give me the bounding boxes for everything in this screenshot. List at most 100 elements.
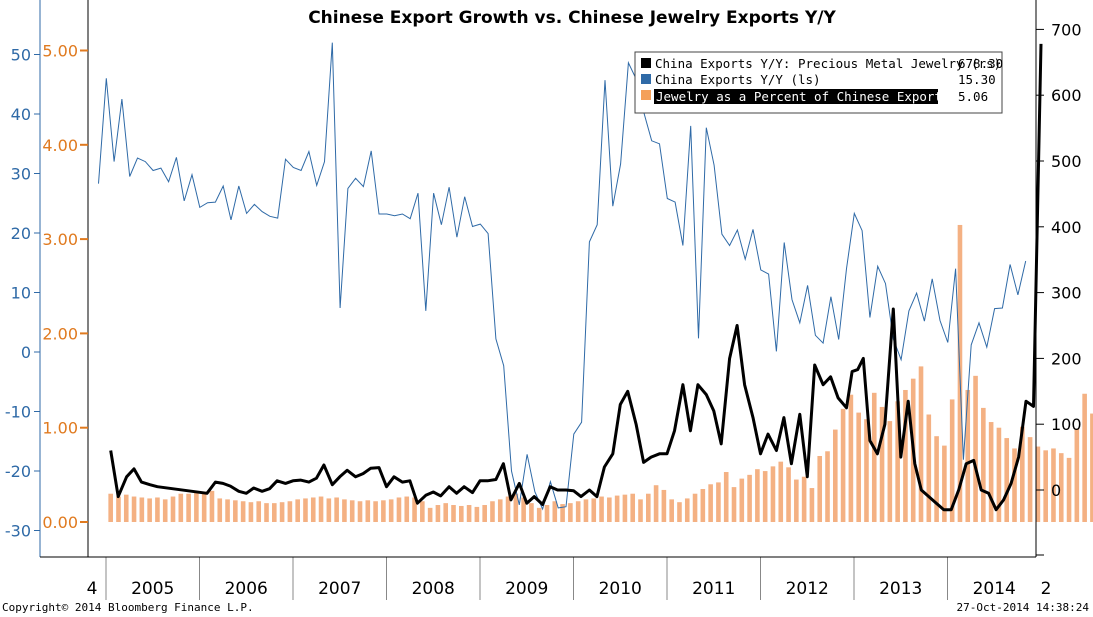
jewelry-percent-bar xyxy=(1058,453,1064,522)
jewelry-percent-bar xyxy=(108,493,113,522)
jewelry-percent-bar xyxy=(1019,426,1025,522)
right-axis-label: 100 xyxy=(1051,415,1082,434)
jewelry-percent-bar xyxy=(357,501,363,522)
jewelry-percent-bar xyxy=(794,479,799,522)
jewelry-percent-bar xyxy=(435,505,441,522)
jewelry-percent-bar xyxy=(871,392,877,522)
blue-axis-label: 40 xyxy=(11,105,31,124)
orange-axis-label: 0.00 xyxy=(42,513,78,532)
jewelry-percent-bar xyxy=(201,491,207,522)
legend-swatch-percent xyxy=(641,90,651,100)
jewelry-percent-bar xyxy=(381,500,386,522)
legend-highlight xyxy=(654,89,938,104)
jewelry-percent-bar xyxy=(965,389,971,522)
exports-yoy-line xyxy=(98,42,1027,511)
plot-frame xyxy=(39,0,1037,558)
legend-value-jewelry-growth: 678.30 xyxy=(958,56,1003,71)
jewelry-percent-bar xyxy=(786,467,791,522)
jewelry-percent-bar xyxy=(708,484,713,522)
jewelry-percent-bar xyxy=(731,487,737,522)
left-orange-axis: 5.00 4.00 3.00 2.00 1.00 0.00 xyxy=(42,42,88,532)
jewelry-percent-bar xyxy=(287,501,293,522)
blue-axis-label: -30 xyxy=(5,522,31,541)
jewelry-percent-bar xyxy=(1004,438,1010,522)
jewelry-percent-bar xyxy=(809,488,815,522)
jewelry-percent-bar xyxy=(895,401,900,522)
jewelry-percent-bar xyxy=(295,499,300,522)
jewelry-percent-bar xyxy=(1066,457,1072,522)
jewelry-percent-bar xyxy=(451,505,456,522)
jewelry-percent-bar xyxy=(396,497,402,522)
jewelry-percent-bar xyxy=(879,406,885,522)
jewelry-percent-bar xyxy=(630,493,636,522)
jewelry-percent-bar xyxy=(1035,446,1041,522)
jewelry-percent-bar xyxy=(887,421,893,522)
x-axis-label: 2014 xyxy=(973,579,1016,599)
x-axis-label: 2013 xyxy=(879,579,922,599)
jewelry-percent-bar xyxy=(903,389,908,522)
jewelry-percent-bar xyxy=(575,501,581,522)
jewelry-percent-bar xyxy=(225,499,230,522)
jewelry-percent-bar xyxy=(560,504,565,522)
jewelry-percent-bar xyxy=(739,478,745,522)
jewelry-percent-bar xyxy=(599,496,604,522)
jewelry-percent-bar xyxy=(1074,428,1080,522)
jewelry-percent-bar xyxy=(1012,448,1017,522)
jewelry-percent-bar xyxy=(544,505,550,522)
blue-axis-label: 30 xyxy=(11,165,31,184)
timestamp-text: 27-Oct-2014 14:38:24 xyxy=(956,601,1089,614)
jewelry-percent-bar xyxy=(840,408,846,522)
jewelry-exports-yoy-line xyxy=(109,43,1043,512)
jewelry-percent-bar xyxy=(973,375,978,522)
jewelry-percent-bar xyxy=(716,482,721,522)
jewelry-percent-bar xyxy=(248,502,254,522)
jewelry-percent-bar xyxy=(1043,450,1048,522)
jewelry-percent-bar xyxy=(607,497,612,522)
x-axis-label: 2 xyxy=(1041,579,1052,599)
x-axis-label: 2007 xyxy=(318,579,361,599)
jewelry-percent-bar xyxy=(988,422,994,522)
jewelry-percent-bar xyxy=(388,499,394,522)
jewelry-percent-bar xyxy=(583,499,589,522)
jewelry-percent-bar xyxy=(661,489,667,522)
right-axis-label: 200 xyxy=(1051,349,1082,368)
right-axis-label: 600 xyxy=(1051,86,1082,105)
jewelry-percent-bar xyxy=(614,495,620,522)
jewelry-percent-bar xyxy=(918,366,924,522)
jewelry-percent-bar xyxy=(692,493,698,522)
jewelry-percent-bar xyxy=(466,505,472,522)
legend: China Exports Y/Y: Precious Metal Jewelr… xyxy=(634,51,1003,114)
jewelry-percent-bar xyxy=(949,399,955,522)
legend-label-jewelry-growth: China Exports Y/Y: Precious Metal Jewelr… xyxy=(655,56,1001,71)
jewelry-percent-bar xyxy=(770,466,776,522)
jewelry-percent-bar xyxy=(653,485,659,522)
jewelry-percent-bar xyxy=(521,497,526,522)
jewelry-percent-bar xyxy=(349,500,355,522)
jewelry-percent-bar xyxy=(513,493,519,522)
line-series xyxy=(98,42,1043,512)
jewelry-percent-bar xyxy=(778,461,784,522)
legend-swatch-exports xyxy=(641,74,651,84)
orange-axis-label: 3.00 xyxy=(42,230,78,249)
grid-lines xyxy=(105,557,948,600)
jewelry-percent-bar xyxy=(638,499,643,522)
jewelry-percent-bar xyxy=(131,496,137,522)
x-axis-label: 4 xyxy=(87,579,98,599)
jewelry-percent-bar xyxy=(591,498,597,522)
jewelry-percent-bar xyxy=(762,471,768,522)
jewelry-percent-bar xyxy=(669,499,674,522)
left-blue-axis: 50 40 30 20 10 0 -10 -20 -30 xyxy=(5,46,40,541)
blue-axis-label: 0 xyxy=(21,343,31,362)
jewelry-percent-bar xyxy=(942,445,947,522)
jewelry-percent-bar xyxy=(420,501,425,522)
x-axis-label: 2006 xyxy=(225,579,268,599)
orange-axis-label: 1.00 xyxy=(42,419,78,438)
x-axis-label: 2011 xyxy=(692,579,735,599)
jewelry-percent-bar xyxy=(186,493,191,522)
jewelry-percent-bar xyxy=(427,507,433,522)
jewelry-percent-bar xyxy=(568,503,573,522)
jewelry-percent-bar xyxy=(279,502,285,522)
jewelry-percent-bar xyxy=(155,497,160,522)
jewelry-percent-bar xyxy=(934,436,939,522)
